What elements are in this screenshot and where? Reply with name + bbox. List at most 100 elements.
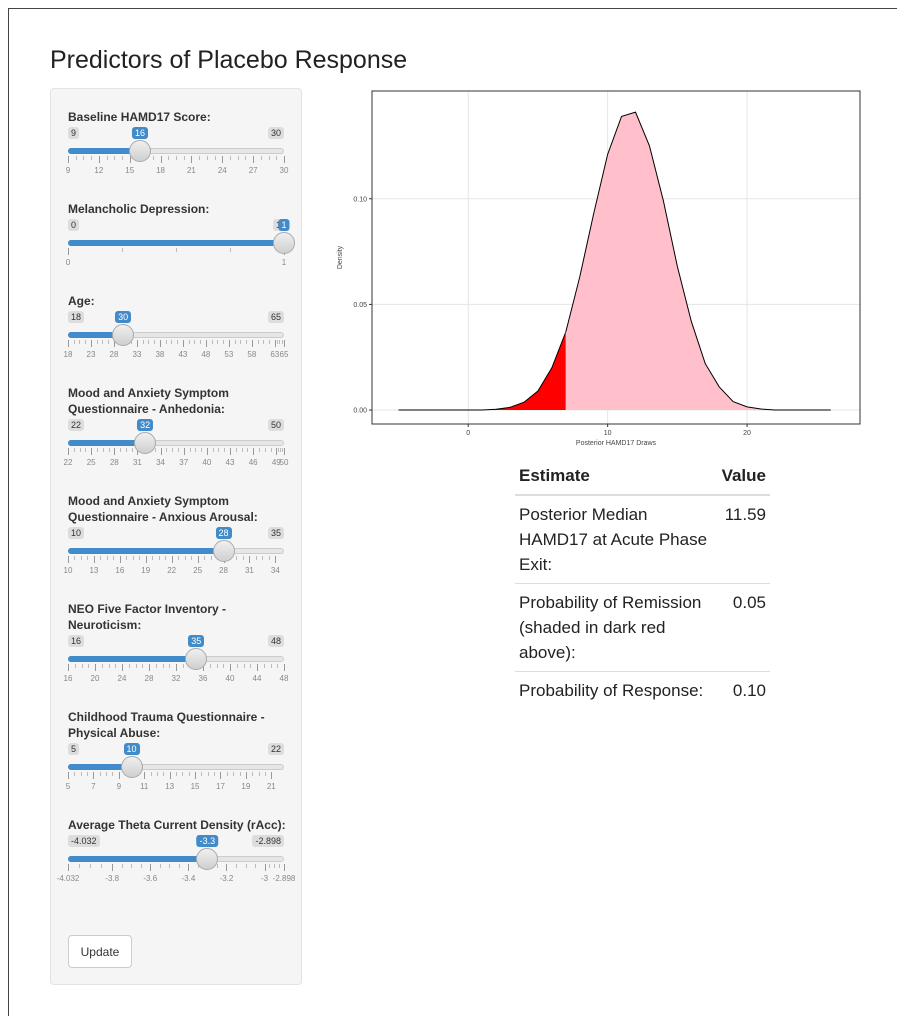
slider-tick bbox=[230, 664, 231, 671]
slider-tick-label: 24 bbox=[217, 166, 227, 175]
slider-tick-label: 25 bbox=[86, 458, 96, 467]
slider: NEO Five Factor Inventory - Neuroticism:… bbox=[64, 601, 289, 695]
minor-tick bbox=[214, 156, 216, 160]
slider-tick-label: 49 bbox=[271, 458, 281, 467]
minor-tick bbox=[233, 772, 235, 776]
slider-handle bbox=[129, 140, 151, 162]
minor-tick bbox=[218, 448, 220, 452]
minor-tick bbox=[80, 772, 82, 776]
density-line bbox=[565, 111, 831, 411]
minor-tick bbox=[270, 448, 272, 452]
minor-tick bbox=[154, 448, 156, 452]
slider-tick bbox=[274, 340, 276, 347]
slider-tick-label: 18 bbox=[63, 350, 73, 359]
estimate-cell: Probability of Response: bbox=[515, 671, 718, 709]
minor-tick bbox=[236, 556, 238, 560]
slider-tick-label: 33 bbox=[132, 350, 142, 359]
minor-tick bbox=[247, 448, 249, 452]
minor-tick bbox=[245, 156, 247, 160]
sidebar: Baseline HAMD17 Score: 9 12 15 18 21 24 27 30 9 30… bbox=[50, 88, 302, 985]
slider-tick bbox=[271, 772, 273, 779]
slider-tick-label: 43 bbox=[225, 458, 235, 467]
slider-widget: 22 25 28 31 34 37 40 43 46 49 50 22 50 32 bbox=[64, 419, 288, 479]
slider: Childhood Trauma Questionnaire - Physica… bbox=[66, 709, 285, 803]
minor-tick bbox=[183, 156, 185, 160]
slider-tick bbox=[68, 340, 69, 347]
minor-tick bbox=[211, 340, 213, 344]
slider-tick bbox=[284, 664, 285, 671]
minor-tick bbox=[178, 864, 180, 868]
minor-tick bbox=[264, 772, 266, 776]
minor-tick bbox=[102, 340, 104, 344]
minor-tick bbox=[101, 864, 103, 868]
slider-tick-label: 28 bbox=[109, 350, 119, 359]
slider-max: 35 bbox=[267, 527, 284, 539]
slider-tick bbox=[93, 556, 95, 563]
slider-tick bbox=[276, 448, 278, 455]
slider-tick bbox=[245, 772, 247, 779]
minor-tick bbox=[163, 772, 165, 776]
slider-tick bbox=[253, 448, 255, 455]
minor-tick bbox=[85, 448, 87, 452]
minor-tick bbox=[120, 448, 122, 452]
slider-tick-label: 40 bbox=[202, 458, 212, 467]
minor-tick bbox=[243, 664, 245, 668]
slider-tick bbox=[159, 340, 161, 347]
slider-tick bbox=[68, 772, 69, 779]
slider-tick bbox=[228, 340, 230, 347]
minor-tick bbox=[255, 864, 257, 868]
minor-tick bbox=[177, 340, 179, 344]
slider-tick-label: 50 bbox=[279, 458, 289, 467]
slider-tick bbox=[150, 864, 152, 871]
slider-fill bbox=[68, 856, 208, 862]
slider-tick-label: 58 bbox=[247, 350, 257, 359]
slider-tick-label: 44 bbox=[252, 674, 262, 683]
slider-tick-label: 24 bbox=[117, 674, 127, 683]
slider-max: 30 bbox=[267, 127, 284, 139]
minor-tick bbox=[177, 448, 179, 452]
minor-tick bbox=[131, 340, 133, 344]
slider-tick bbox=[222, 156, 224, 163]
slider-tick-label: 31 bbox=[244, 566, 254, 575]
slider-tick bbox=[144, 772, 146, 779]
minor-tick bbox=[165, 556, 167, 560]
slider-tick-label: 38 bbox=[155, 350, 165, 359]
slider-tick bbox=[251, 340, 253, 347]
slider: Mood and Anxiety Symptom Questionnaire -… bbox=[64, 493, 285, 587]
minor-tick bbox=[79, 340, 81, 344]
slider-tick bbox=[257, 664, 258, 671]
minor-tick bbox=[263, 664, 265, 668]
slider-tick bbox=[160, 156, 162, 163]
slider-tick-label: 1 bbox=[281, 258, 287, 267]
slider-tick-label: 16 bbox=[63, 674, 73, 683]
minor-tick bbox=[73, 340, 75, 344]
estimate-cell: Posterior Median HAMD17 at Acute Phase E… bbox=[515, 494, 718, 584]
minor-tick bbox=[188, 340, 190, 344]
slider-label: Baseline HAMD17 Score: bbox=[68, 110, 211, 124]
minor-tick bbox=[159, 864, 161, 868]
slider-tick-label: 25 bbox=[193, 566, 203, 575]
minor-tick bbox=[100, 556, 102, 560]
slider: Age: 18 23 28 33 38 43 48 53 58 63 65 18 65 30 bbox=[64, 293, 289, 371]
minor-tick bbox=[106, 156, 108, 160]
minor-tick bbox=[88, 664, 90, 668]
minor-tick bbox=[135, 664, 137, 668]
slider-min: 9 bbox=[68, 127, 80, 139]
slider-tick-label: 28 bbox=[219, 566, 228, 575]
minor-tick bbox=[99, 772, 101, 776]
minor-tick bbox=[142, 340, 144, 344]
minor-tick bbox=[132, 556, 134, 560]
minor-tick bbox=[240, 340, 242, 344]
slider-tick-label: 21 bbox=[266, 782, 276, 791]
update-button[interactable]: Update bbox=[68, 935, 132, 968]
minor-tick bbox=[131, 864, 133, 868]
minor-tick bbox=[169, 664, 171, 668]
minor-tick bbox=[262, 556, 264, 560]
slider-tick-label: 22 bbox=[167, 566, 177, 575]
slider-tick bbox=[197, 556, 199, 563]
minor-tick bbox=[74, 772, 76, 776]
slider-min: -4.032 bbox=[68, 835, 100, 847]
slider-tick bbox=[113, 340, 115, 347]
slider-tick bbox=[160, 448, 162, 455]
minor-tick bbox=[276, 156, 278, 160]
